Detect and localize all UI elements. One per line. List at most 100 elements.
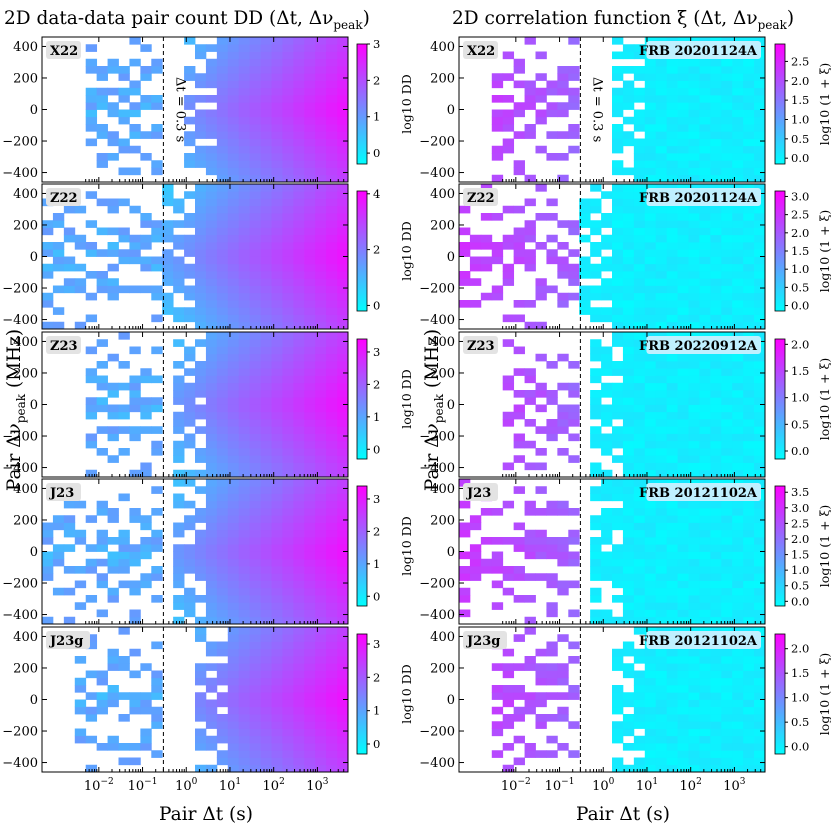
heat-cell (612, 382, 624, 391)
heat-cell (721, 321, 733, 330)
heat-cell (337, 558, 349, 567)
heat-cell (118, 285, 130, 294)
heat-cell (85, 440, 98, 449)
heat-cell (754, 721, 766, 729)
heat-cell (612, 213, 624, 221)
heat-cell (622, 566, 635, 574)
heat-cell (85, 124, 98, 132)
heat-cell (469, 300, 482, 308)
cbar-tick-label: 1.0 (791, 563, 809, 577)
heat-cell (743, 167, 755, 176)
heat-cell (96, 339, 108, 347)
heat-cell (238, 353, 251, 362)
heat-cell (688, 234, 700, 243)
heat-cell (644, 757, 657, 766)
heat-cell (710, 537, 722, 545)
heat-cell (710, 220, 722, 228)
heat-cell (633, 522, 646, 531)
heat-cell (118, 332, 130, 340)
heat-cell (260, 278, 272, 286)
heat-cell (326, 595, 338, 603)
heat-cell (601, 537, 613, 545)
heat-cell (304, 138, 316, 147)
heat-cell (655, 73, 668, 81)
heat-cell (557, 419, 569, 427)
heat-cell (491, 95, 504, 103)
heat-cell (205, 580, 218, 589)
heat-cell (129, 249, 141, 257)
heat-cell (337, 479, 349, 487)
heat-cell (271, 699, 283, 708)
heat-cell (249, 138, 261, 147)
heat-cell (622, 278, 635, 286)
heat-cell (721, 73, 733, 81)
heat-cell (622, 426, 635, 434)
heat-cell (677, 285, 689, 294)
heat-cell (601, 278, 613, 286)
heat-cell (260, 573, 272, 581)
heat-cell (688, 368, 700, 376)
heat-cell (677, 573, 689, 581)
heat-cell (326, 529, 338, 538)
heat-cell (677, 307, 689, 315)
heat-cell (260, 677, 272, 686)
heat-cell (304, 508, 316, 516)
heat-cell (326, 411, 338, 420)
heat-cell (326, 426, 338, 434)
ytick-label: −400 (419, 461, 455, 476)
heat-cell (282, 404, 294, 413)
heat-cell (590, 307, 602, 315)
heat-cell (743, 508, 755, 516)
heat-cell (710, 508, 722, 516)
heat-cell (743, 500, 755, 509)
heat-cell (227, 361, 240, 369)
heat-cell (293, 558, 305, 567)
heat-cell (688, 285, 700, 294)
heat-cell (677, 292, 689, 301)
heat-cell (710, 87, 722, 96)
heat-cell (216, 138, 229, 147)
heat-cell (743, 529, 755, 538)
heat-cell (644, 116, 657, 125)
heat-cell (732, 757, 744, 766)
heat-cell (743, 256, 755, 265)
heat-cell (710, 721, 722, 729)
heat-cell (227, 728, 240, 737)
heat-cell (655, 285, 668, 294)
heat-cell (535, 285, 547, 294)
heat-cell (622, 493, 635, 502)
heat-cell (315, 721, 327, 729)
heat-cell (633, 455, 646, 463)
heat-cell (459, 205, 471, 214)
heat-cell (743, 515, 755, 523)
heat-cell (612, 397, 624, 405)
cbar-tick-label: 3 (373, 637, 380, 651)
heat-cell (622, 242, 635, 250)
heat-cell (524, 537, 536, 545)
heat-cell (666, 87, 678, 96)
heat-cell (326, 87, 338, 96)
heat-cell (710, 145, 722, 154)
heat-cell (612, 124, 624, 132)
heat-cell (151, 220, 163, 228)
heat-cell (337, 234, 349, 243)
heat-cell (688, 174, 700, 183)
heat-cell (315, 602, 327, 610)
heat-cell (655, 714, 668, 722)
heat-cell (326, 278, 338, 286)
heat-cell (699, 145, 711, 154)
heat-cell (743, 249, 755, 257)
heat-cell (721, 234, 733, 243)
heat-cell (326, 213, 338, 221)
heat-cell (184, 404, 196, 413)
heat-cell (293, 404, 305, 413)
heat-cell (293, 321, 305, 330)
heat-cell (710, 167, 722, 176)
heat-cell (249, 663, 261, 671)
heat-cell (655, 515, 668, 523)
heat-cell (107, 382, 119, 391)
heat-cell (699, 307, 711, 315)
heat-cell (590, 486, 602, 494)
heat-cell (688, 500, 700, 509)
